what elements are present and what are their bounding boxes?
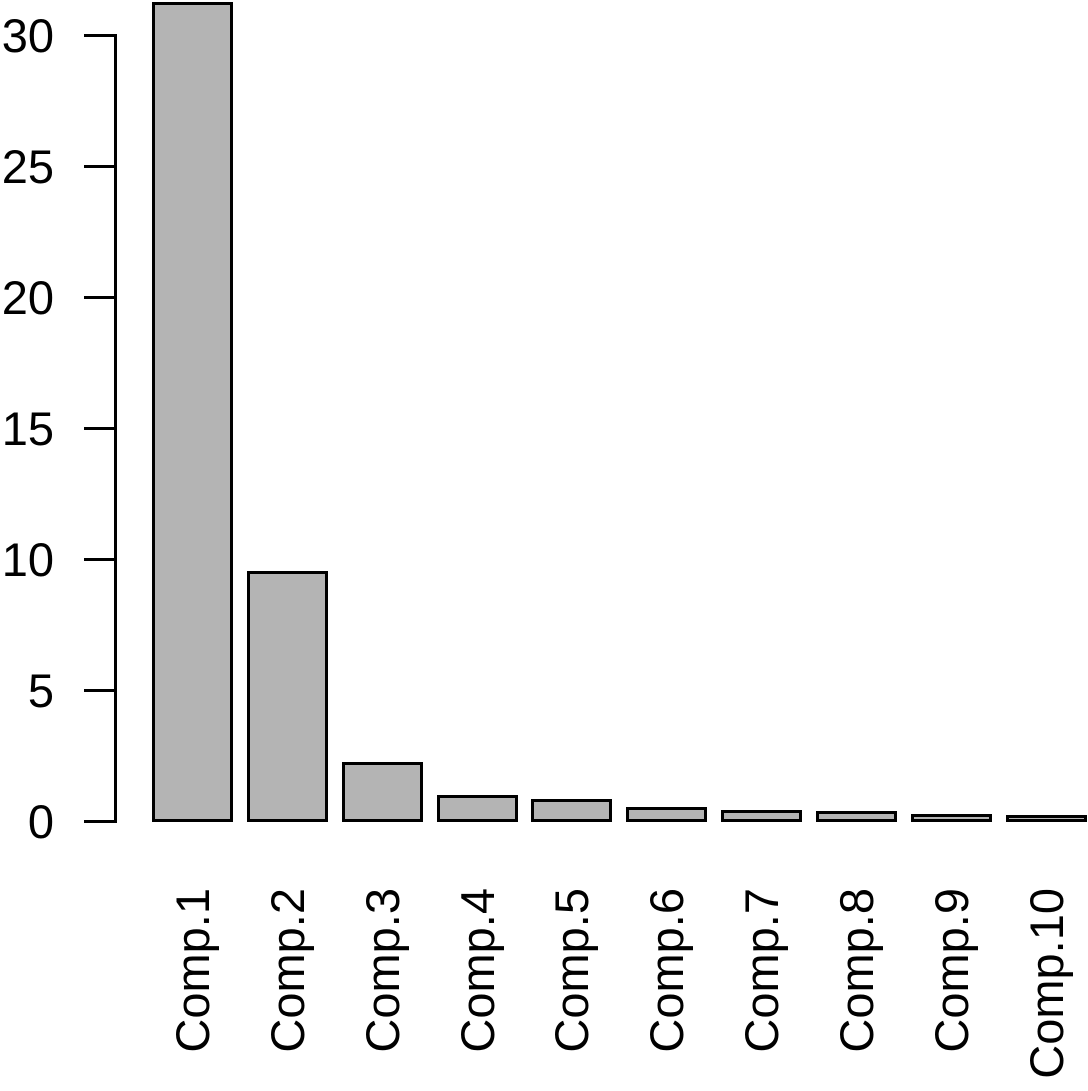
y-tick: [84, 164, 115, 168]
y-tick-label: 30: [1, 8, 54, 62]
y-tick: [84, 688, 115, 692]
y-tick-label: 0: [27, 794, 54, 848]
y-tick: [84, 557, 115, 561]
x-tick-label: Comp.5: [545, 888, 599, 1053]
y-tick: [84, 295, 115, 299]
y-tick-label: 25: [1, 139, 54, 193]
x-tick-label: Comp.2: [260, 888, 314, 1053]
y-tick-label: 15: [1, 401, 54, 455]
y-tick: [84, 819, 115, 823]
x-tick-label: Comp.6: [640, 888, 694, 1053]
x-tick-label: Comp.9: [924, 888, 978, 1053]
bar-Comp.10: [1005, 815, 1087, 823]
bar-Comp.8: [815, 810, 897, 823]
bar-Comp.1: [152, 2, 233, 823]
y-tick: [84, 33, 115, 37]
x-tick-label: Comp.7: [735, 888, 789, 1053]
bar-Comp.3: [341, 761, 423, 823]
bar-Comp.5: [531, 799, 613, 823]
y-tick-label: 10: [1, 532, 54, 586]
bar-Comp.2: [246, 570, 328, 823]
x-tick-label: Comp.8: [829, 888, 883, 1053]
bar-Comp.7: [721, 809, 803, 823]
y-tick-label: 5: [27, 663, 54, 717]
x-tick-label: Comp.10: [1019, 888, 1073, 1079]
x-tick-label: Comp.3: [355, 888, 409, 1053]
x-tick-label: Comp.1: [166, 888, 219, 1053]
x-tick-label: Comp.4: [450, 888, 504, 1053]
bar-Comp.9: [910, 813, 992, 823]
bar-Comp.4: [436, 794, 518, 823]
y-axis-line: [113, 33, 117, 823]
y-tick-label: 20: [1, 270, 54, 324]
bar-Comp.6: [626, 807, 708, 823]
y-tick: [84, 426, 115, 430]
